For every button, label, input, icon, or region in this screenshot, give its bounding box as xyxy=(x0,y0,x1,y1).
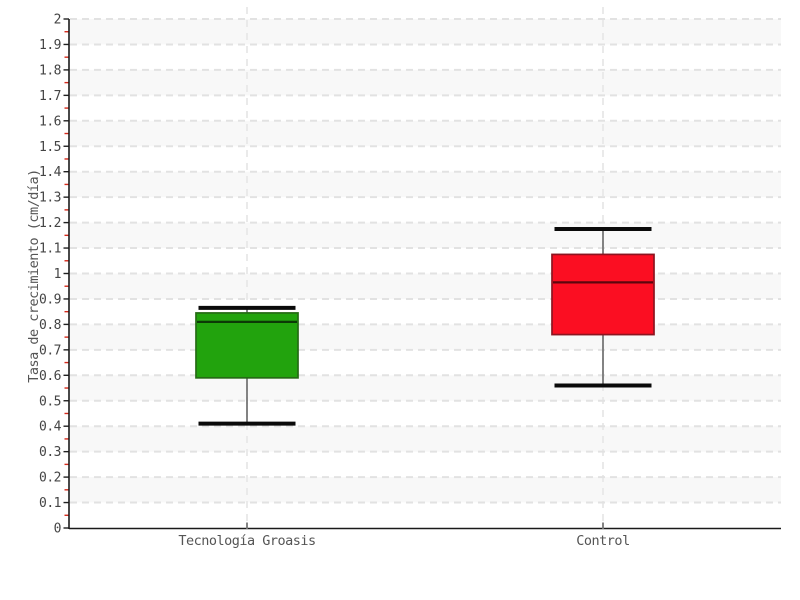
y-tick-label: 1.9 xyxy=(39,38,61,53)
y-tick-label: 1.7 xyxy=(39,89,61,104)
box-tecnologia-groasis xyxy=(195,312,299,379)
y-tick-label: 0.2 xyxy=(39,471,61,486)
y-tick-label: 1.3 xyxy=(39,191,61,206)
x-category-label: Control xyxy=(576,533,629,549)
plot-band xyxy=(70,69,781,96)
y-tick-label: 1.1 xyxy=(39,242,61,257)
y-tick-label: 0.7 xyxy=(39,343,61,358)
plot-band xyxy=(70,273,781,299)
plot-band xyxy=(70,120,781,147)
y-tick-label: 0.4 xyxy=(39,420,62,435)
y-tick-label: 1.4 xyxy=(39,165,62,180)
plot-band xyxy=(70,222,781,249)
plot-band xyxy=(70,171,781,198)
y-tick-label: 1.8 xyxy=(39,63,61,78)
plot-band xyxy=(70,426,781,452)
y-axis-title: Tasa de crecimiento (cm/día) xyxy=(26,169,42,383)
plot-band xyxy=(70,324,781,350)
plot-band xyxy=(70,375,781,401)
y-tick-label: 0.3 xyxy=(39,445,61,460)
y-tick-label: 0.1 xyxy=(39,496,61,511)
y-tick-label: 1.2 xyxy=(39,216,61,231)
y-tick-label: 2 xyxy=(54,13,61,28)
y-tick-label: 1.6 xyxy=(39,114,61,129)
plot-band xyxy=(70,477,781,503)
y-tick-label: 0 xyxy=(54,522,61,537)
y-tick-label: 1 xyxy=(54,267,61,282)
plot-band xyxy=(70,19,781,45)
y-tick-label: 0.9 xyxy=(39,292,61,307)
y-tick-label: 0.6 xyxy=(39,369,61,384)
x-category-label: Tecnología Groasis xyxy=(178,533,315,549)
y-tick-label: 1.5 xyxy=(39,140,61,155)
y-tick-label: 0.8 xyxy=(39,318,61,333)
y-tick-label: 0.5 xyxy=(39,394,61,409)
box-control xyxy=(551,253,655,336)
